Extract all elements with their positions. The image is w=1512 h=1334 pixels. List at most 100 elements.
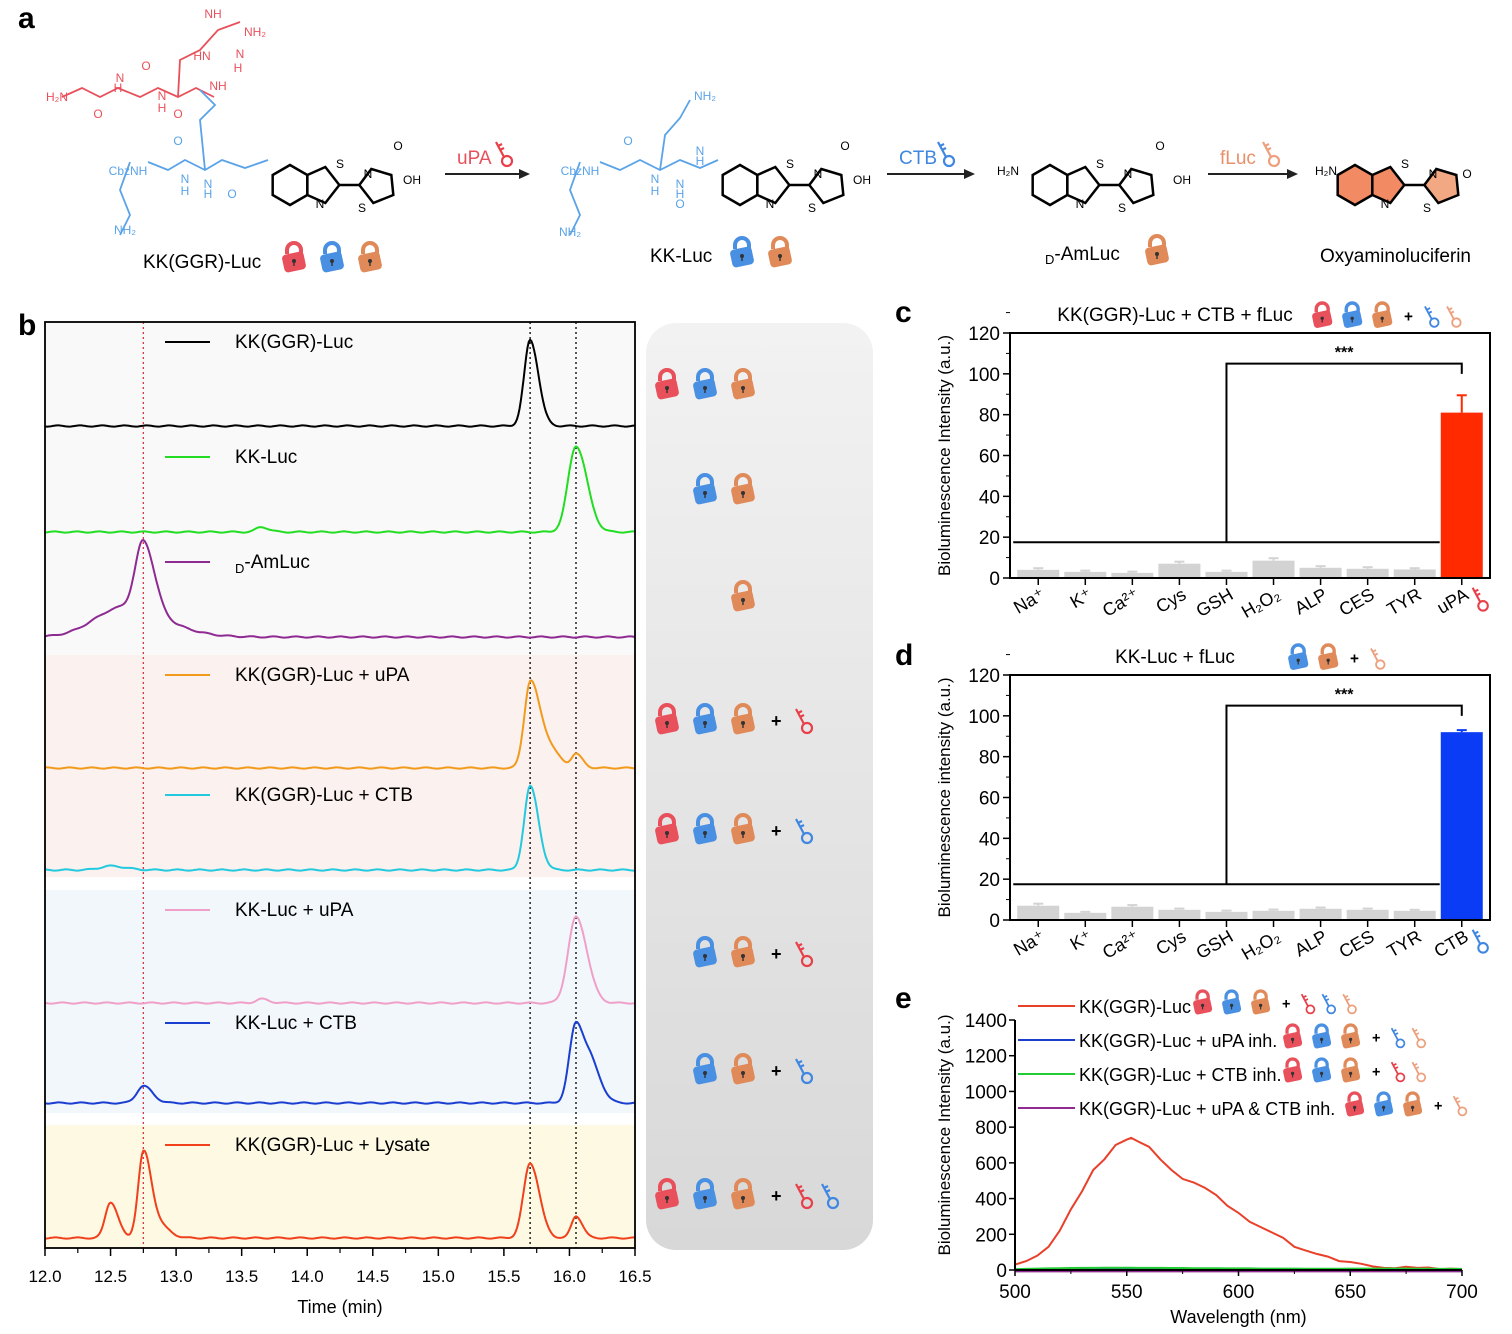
key-icon (495, 141, 514, 168)
chromatogram-trace (44, 338, 636, 428)
y-tick-label: 200 (975, 1225, 1007, 1246)
plot-frame (1009, 332, 1491, 579)
key-icon (937, 141, 956, 168)
atom-label: H (676, 187, 685, 201)
atom-label: N (814, 167, 823, 181)
category-label: Cys (1153, 926, 1190, 959)
lock-keyhole (666, 723, 668, 728)
lock-keyhole (704, 1073, 706, 1078)
bracket (1225, 362, 1463, 543)
lock-shackle (658, 813, 676, 826)
lock-keyhole (1296, 658, 1300, 662)
key-icon (1411, 1027, 1427, 1049)
lock-keyhole (1350, 1039, 1352, 1044)
atom-label: N (1124, 167, 1133, 181)
legend-label: KK(GGR)-Luc + uPA inh. (1079, 1031, 1277, 1051)
x-tick-label: 15.0 (422, 1267, 455, 1286)
category-label: TYR (1384, 926, 1425, 961)
y-axis-title: Bioluminescence intensity (a.u.) (935, 677, 954, 917)
y-tick-label: 0 (996, 1261, 1007, 1282)
atom-label: S (1423, 201, 1431, 215)
lock-icon (1345, 1091, 1365, 1117)
key-blade (1390, 1027, 1399, 1041)
y-tick-label: 0 (989, 569, 1000, 590)
plus-sign: + (771, 821, 782, 841)
atom-label: O (93, 107, 102, 121)
lock-keyhole (1326, 658, 1330, 662)
key-bow (1477, 942, 1489, 954)
lock-shackle (1405, 1091, 1420, 1102)
key-bow (1451, 317, 1462, 328)
x-tick-label: 550 (1111, 1282, 1143, 1303)
arrow-head (519, 169, 530, 179)
lock-keyhole (1383, 1107, 1385, 1112)
lock-keyhole (1321, 1039, 1323, 1044)
trace-band (45, 437, 635, 542)
bar (1346, 568, 1389, 578)
legend-label: KK(GGR)-Luc (1079, 997, 1191, 1017)
key-bow (1457, 1106, 1468, 1117)
lock-icon (320, 241, 344, 273)
lock-keyhole (742, 1198, 744, 1203)
x-tick-label: 14.0 (291, 1267, 324, 1286)
lock-keyhole (666, 833, 668, 838)
atom-label: O (173, 134, 182, 148)
category-label: Na⁺ (1010, 926, 1048, 960)
lock-keyhole (1350, 1073, 1352, 1078)
lock-icon (1341, 1023, 1361, 1049)
significance-label: *** (1335, 687, 1354, 704)
key-icon (1390, 1027, 1406, 1049)
lock-icon (1403, 1091, 1423, 1117)
lock-keyhole (666, 1198, 668, 1203)
lock-keyhole (704, 956, 706, 961)
lock-icon (1342, 301, 1363, 328)
atom-label: NH₂ (244, 25, 266, 39)
legend-label: KK(GGR)-Luc + uPA (235, 665, 410, 686)
name-subscript: D (1045, 252, 1054, 267)
category-label: ALP (1291, 584, 1330, 618)
atom-label: S (336, 157, 344, 171)
legend-label: KK(GGR)-Luc + Lysate (235, 1135, 430, 1156)
y-tick-label: 20 (979, 870, 1000, 891)
atom-label: N (676, 177, 685, 191)
lock-keyhole (1354, 1107, 1356, 1112)
lock-icon (768, 236, 792, 268)
lock-keyhole (1260, 1005, 1262, 1010)
key-bow (800, 954, 814, 968)
lock-shackle (1376, 1091, 1391, 1102)
key-bow (1477, 600, 1489, 612)
bar (1393, 910, 1436, 920)
plus-sign: + (1350, 651, 1359, 668)
bar (1205, 911, 1248, 920)
lock-icon (358, 241, 382, 273)
lock-icon (1145, 234, 1169, 266)
lock-keyhole (1380, 316, 1384, 320)
atom-label: H₂N (46, 90, 68, 104)
lock-keyhole (1350, 316, 1354, 320)
lock-keyhole (1320, 316, 1324, 320)
lock-shackle (1285, 1023, 1300, 1034)
lock-shackle (696, 703, 714, 716)
panel-label-c: c (895, 296, 912, 329)
category-label: H₂O₂ (1238, 584, 1283, 622)
key-blade (795, 1183, 805, 1200)
atom-label: N (1076, 197, 1085, 211)
key-blade (937, 141, 947, 158)
key-bow (800, 1196, 814, 1210)
key-bow (1326, 1004, 1337, 1015)
atom-label: N (1429, 167, 1438, 181)
thiazole-ring (756, 165, 791, 205)
lock-keyhole (293, 261, 295, 266)
key-icon (821, 1183, 840, 1210)
thiazole-ring (1066, 165, 1101, 205)
x-tick-label: 600 (1223, 1282, 1255, 1303)
x-tick-label: 14.5 (356, 1267, 389, 1286)
lock-shackle (734, 1053, 752, 1066)
y-tick-label: 40 (979, 829, 1000, 850)
y-tick-label: 800 (975, 1118, 1007, 1139)
bar (1064, 571, 1107, 578)
chromatogram-trace (44, 784, 635, 872)
atom-label: S (786, 157, 794, 171)
lock-icon (730, 236, 754, 268)
x-tick-label: 12.5 (94, 1267, 127, 1286)
